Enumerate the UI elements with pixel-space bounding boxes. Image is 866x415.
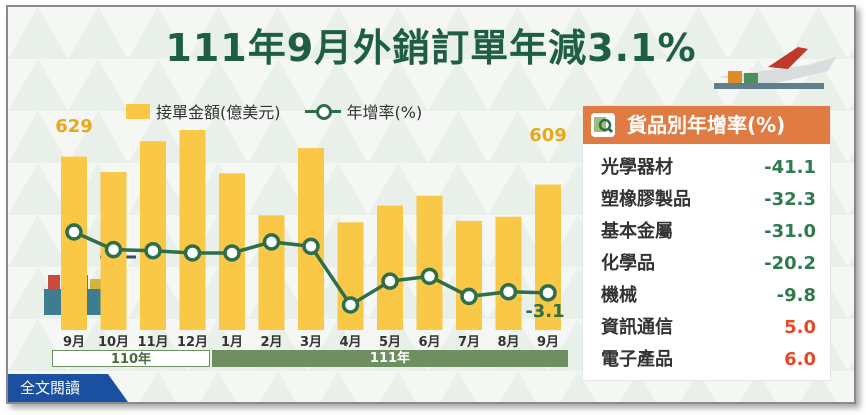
category-name: 資訊通信 (601, 317, 673, 338)
x-tick-label: 7月 (458, 335, 480, 350)
year-band-110: 110年 (52, 350, 210, 367)
panel-row: 基本金屬 -31.0 (583, 216, 830, 248)
rate-point-10 (460, 287, 478, 306)
x-axis-labels: 9月 10月 11月 12月 1月 2月 3月 4月 5月 6月 7月 8月 9月 (63, 335, 559, 350)
x-tick-label: 12月 (177, 335, 208, 350)
orders-chart: 9月 10月 11月 12月 1月 2月 3月 4月 5月 6月 7月 8月 9月 629 609 -3… (44, 47, 836, 350)
x-tick-label: 10月 (98, 335, 129, 350)
bar-9 (416, 195, 443, 330)
category-value: 6.0 (784, 349, 816, 370)
category-value: -32.3 (764, 189, 816, 210)
bar-3 (179, 130, 206, 330)
x-tick-label: 3月 (300, 335, 322, 350)
category-value: -20.2 (764, 253, 816, 274)
panel-row: 光學器材 -41.1 (583, 152, 830, 184)
rate-point-8 (381, 272, 399, 290)
rate-points (65, 223, 557, 314)
x-tick-label: 1月 (221, 335, 243, 350)
category-name: 塑橡膠製品 (601, 189, 691, 210)
category-name: 電子產品 (601, 349, 673, 370)
read-full-text-button[interactable]: 全文閱讀 (8, 374, 128, 402)
category-value: 5.0 (784, 317, 816, 338)
year-band-111: 111年 (212, 350, 568, 367)
bar-12 (535, 184, 561, 330)
rate-point-4 (223, 244, 241, 262)
x-tick-label: 8月 (497, 335, 519, 350)
bar-8 (377, 205, 403, 330)
x-tick-label: 11月 (137, 335, 168, 350)
panel-row: 化學品 -20.2 (583, 248, 830, 280)
rate-point-0 (65, 223, 83, 241)
rate-point-6 (302, 237, 320, 256)
bar-0 (61, 156, 87, 330)
chart-legend: 接單金額(億美元) 年增率(%) (126, 99, 422, 123)
category-name: 基本金屬 (601, 221, 673, 242)
bar-7 (337, 222, 364, 330)
x-tick-label: 9月 (537, 335, 559, 350)
rate-point-3 (183, 244, 202, 262)
x-tick-label: 5月 (379, 335, 401, 350)
panel-title: 貨品別年增率(%) (627, 113, 786, 137)
panel-row: 資訊通信 5.0 (583, 312, 830, 344)
rate-point-11 (499, 283, 518, 301)
panel-row: 電子產品 6.0 (583, 344, 830, 376)
category-name: 光學器材 (601, 157, 673, 178)
rate-point-9 (420, 267, 439, 286)
category-growth-panel: 貨品別年增率(%) 光學器材 -41.1 塑橡膠製品 -32.3 基本金屬 -3… (582, 105, 831, 381)
bar-5 (258, 215, 285, 330)
rate-point-7 (341, 296, 360, 314)
data-label-first-bar: 629 (55, 116, 93, 137)
panel-header: 貨品別年增率(%) (583, 106, 830, 144)
page-title: 111年9月外銷訂單年減3.1% (165, 26, 697, 70)
panel-row: 機械 -9.8 (583, 280, 830, 312)
panel-row: 塑橡膠製品 -32.3 (583, 184, 830, 216)
bar-10 (456, 220, 482, 330)
category-name: 機械 (601, 285, 637, 306)
category-name: 化學品 (601, 253, 655, 274)
x-tick-label: 4月 (339, 335, 361, 350)
category-value: -31.0 (764, 221, 816, 242)
data-label-last-bar: 609 (529, 125, 567, 146)
category-value: -9.8 (776, 285, 816, 306)
x-tick-label: 2月 (260, 335, 282, 350)
rate-point-2 (144, 241, 162, 260)
legend-line-swatch (304, 103, 341, 120)
x-tick-label: 6月 (418, 335, 440, 350)
airplane-illustration (714, 47, 836, 89)
legend-bar-label: 接單金額(億美元) (156, 103, 281, 122)
data-label-last-rate: -3.1 (525, 301, 564, 322)
bar-series (61, 130, 561, 330)
x-tick-label: 9月 (63, 335, 85, 350)
bar-11 (495, 216, 522, 330)
bar-2 (140, 141, 166, 330)
legend-line-label: 年增率(%) (346, 103, 423, 122)
rate-point-12 (539, 284, 557, 302)
rate-point-5 (262, 233, 281, 251)
infographic-frame: 111年9月外銷訂單年減3.1% 接單金額(億美元) 年增率(%) 9月 10月 1… (6, 5, 856, 404)
legend-bar-swatch (126, 103, 150, 119)
rate-point-1 (104, 240, 123, 259)
magnifier-icon (591, 113, 615, 137)
category-value: -41.1 (764, 157, 816, 178)
